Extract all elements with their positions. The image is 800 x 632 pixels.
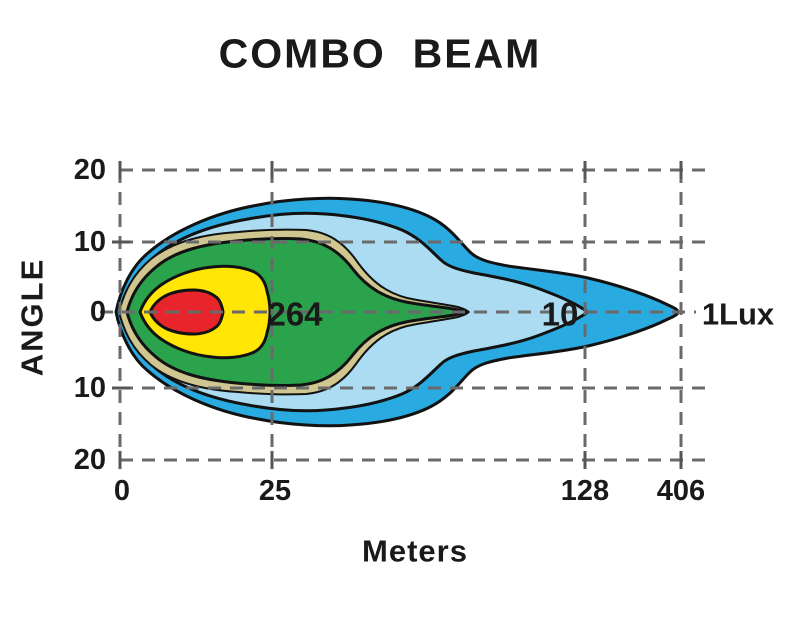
chart-title: COMBO BEAM [218, 30, 542, 77]
y-tick-plus20: 20 [73, 154, 106, 186]
green-region-value-label: 264 [267, 295, 323, 333]
grid-dashed-lines [100, 168, 706, 462]
y-tick-plus10: 10 [73, 226, 106, 258]
lightblue-region-value-label: 10 [541, 295, 579, 333]
y-tick-zero: 0 [89, 296, 106, 328]
x-tick-25m: 25 [258, 475, 292, 507]
axis-tick-marks [112, 161, 683, 469]
x-tick-0m: 0 [113, 475, 131, 507]
y-axis-title: ANGLE [14, 257, 50, 377]
x-tick-128m: 128 [560, 475, 610, 507]
one-lux-label: 1Lux [701, 296, 775, 332]
y-tick-minus10: 10 [73, 372, 106, 404]
x-axis-title: Meters [362, 533, 468, 569]
x-tick-406m: 406 [656, 475, 706, 507]
y-tick-minus20: 20 [73, 444, 106, 476]
